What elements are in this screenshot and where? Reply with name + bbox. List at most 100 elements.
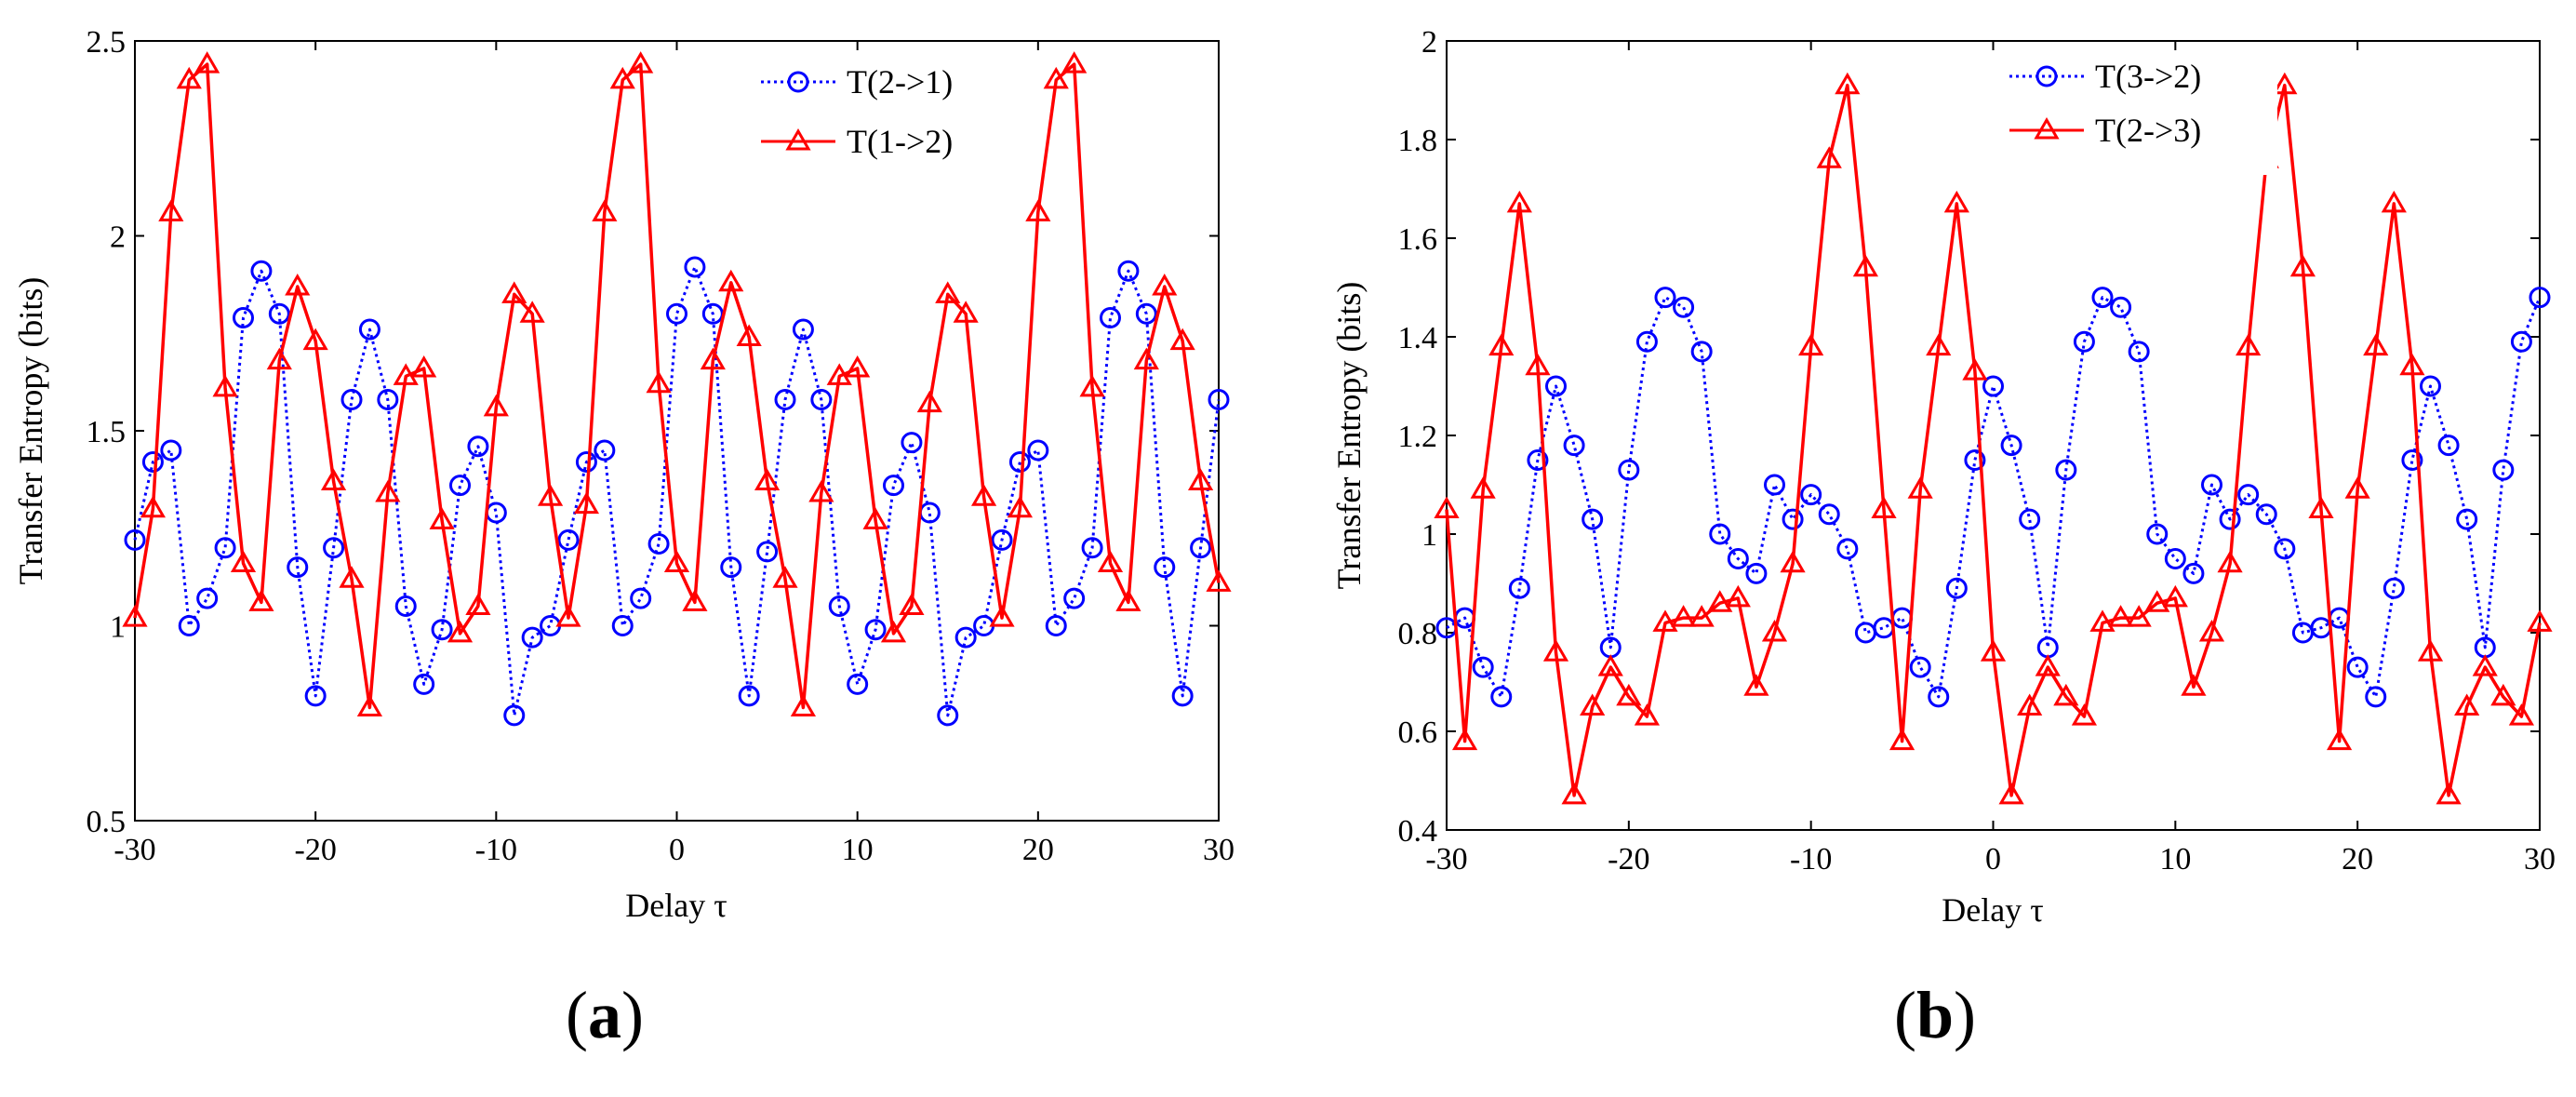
- x-tick-label-a: -30: [113, 833, 155, 867]
- data-point-a-0: [1190, 537, 1212, 559]
- data-point-b-1: [1688, 605, 1715, 627]
- data-point-b-1: [2381, 190, 2407, 213]
- data-point-a-1: [663, 550, 690, 572]
- data-point-a-1: [970, 484, 997, 506]
- data-point-a-0: [810, 388, 833, 410]
- data-point-a-0: [630, 587, 652, 609]
- data-point-a-0: [991, 528, 1013, 551]
- data-point-b-0: [2420, 375, 2441, 397]
- data-point-b-1: [2071, 703, 2098, 726]
- legend-label-b-0: T(3->2): [2095, 58, 2201, 95]
- data-point-b-0: [1818, 503, 1840, 526]
- data-point-b-0: [1563, 435, 1585, 457]
- data-point-b-0: [2382, 577, 2405, 599]
- data-point-b-1: [1451, 728, 1478, 751]
- data-point-a-0: [268, 302, 290, 325]
- data-point-b-0: [1764, 474, 1785, 496]
- data-point-b-0: [1545, 375, 1567, 397]
- data-point-a-0: [575, 451, 597, 474]
- data-point-a-1: [646, 370, 672, 394]
- data-point-a-1: [592, 199, 618, 221]
- legend-label-a-0: T(2->1): [847, 63, 953, 100]
- data-point-a-1: [302, 328, 328, 351]
- x-tick-label-b: -20: [1608, 842, 1649, 876]
- data-point-b-0: [1928, 686, 1950, 708]
- data-point-a-1: [230, 550, 257, 572]
- y-tick-label-a: 1.5: [87, 415, 127, 449]
- data-point-b-1: [2436, 782, 2462, 805]
- data-point-a-1: [1133, 347, 1159, 370]
- data-point-a-1: [483, 394, 509, 417]
- data-point-a-1: [429, 507, 455, 529]
- data-point-b-0: [2110, 296, 2132, 318]
- data-point-b-1: [1907, 476, 1933, 499]
- y-tick-label-a: 2: [110, 221, 126, 255]
- data-point-b-1: [2181, 674, 2207, 696]
- data-point-b-1: [2490, 683, 2516, 706]
- x-tick-label-b: 0: [1985, 842, 2001, 876]
- data-point-b-0: [2182, 562, 2205, 584]
- legend-b: T(3->2) T(2->3): [1998, 54, 2277, 175]
- data-point-b-1: [2144, 590, 2170, 612]
- data-point-b-1: [2399, 353, 2425, 376]
- panel-label-a-letter: a: [588, 978, 621, 1052]
- series-line-b-1: [1445, 83, 2542, 797]
- data-point-b-1: [2472, 654, 2498, 676]
- data-point-a-1: [1152, 273, 1178, 296]
- data-point-b-0: [1964, 449, 1986, 471]
- data-point-a-0: [358, 318, 380, 341]
- x-tick-label-a: 10: [842, 833, 874, 867]
- panel-label-a-close: ): [621, 978, 644, 1052]
- data-point-a-0: [467, 435, 489, 458]
- data-point-a-0: [1171, 685, 1194, 707]
- y-tick-label-a: 2.5: [87, 25, 127, 60]
- data-point-a-1: [989, 605, 1015, 627]
- data-point-a-1: [1043, 66, 1069, 89]
- data-point-a-0: [720, 556, 742, 579]
- data-point-b-1: [1816, 146, 1842, 168]
- x-tick-label-a: 0: [669, 833, 685, 867]
- data-point-a-1: [754, 468, 781, 490]
- data-point-b-0: [2000, 435, 2022, 457]
- data-point-b-0: [1982, 375, 2004, 397]
- data-point-a-1: [573, 491, 600, 515]
- data-point-a-1: [555, 605, 581, 627]
- data-point-a-1: [772, 566, 798, 588]
- data-point-b-0: [1909, 656, 1931, 678]
- data-point-a-0: [774, 388, 796, 410]
- data-point-b-0: [1490, 686, 1513, 708]
- data-point-a-1: [935, 281, 961, 303]
- data-point-a-1: [1206, 569, 1232, 592]
- data-point-b-1: [2107, 605, 2134, 627]
- data-point-a-0: [160, 439, 182, 462]
- panel-label-b-letter: b: [1916, 978, 1954, 1052]
- panel-label-a: (a): [566, 978, 644, 1052]
- data-point-a-0: [521, 626, 543, 649]
- x-tick-labels-b: -30 -20 -10 0 10 20 30: [1425, 842, 2556, 876]
- data-point-a-0: [1081, 537, 1103, 559]
- data-point-a-0: [883, 475, 904, 497]
- data-point-b-0: [2164, 548, 2186, 569]
- legend-marker-b-1: [2034, 117, 2060, 140]
- data-point-a-1: [880, 620, 907, 643]
- data-point-a-0: [141, 451, 164, 474]
- data-point-a-1: [248, 589, 274, 611]
- data-point-a-1: [194, 51, 220, 74]
- data-point-b-1: [1634, 703, 1661, 726]
- data-point-b-0: [2456, 508, 2478, 530]
- data-point-b-1: [1542, 639, 1569, 662]
- data-point-a-1: [465, 593, 491, 616]
- chart-a: -30 -20 -10 0 10 20 30 0.5 1 1.5 2 2.5 Delay τ Tra…: [12, 25, 1235, 1052]
- data-point-a-1: [845, 355, 871, 378]
- data-point-b-1: [2527, 609, 2553, 632]
- data-point-b-0: [2492, 459, 2515, 481]
- y-tick-label-a: 0.5: [87, 805, 127, 839]
- data-point-b-0: [1782, 508, 1804, 530]
- y-tick-label-b: 0.6: [1398, 716, 1438, 750]
- data-point-a-1: [916, 390, 942, 413]
- data-point-b-1: [2289, 254, 2316, 277]
- data-point-b-1: [1525, 353, 1551, 376]
- data-point-b-1: [2198, 620, 2225, 642]
- data-point-b-0: [1527, 449, 1549, 471]
